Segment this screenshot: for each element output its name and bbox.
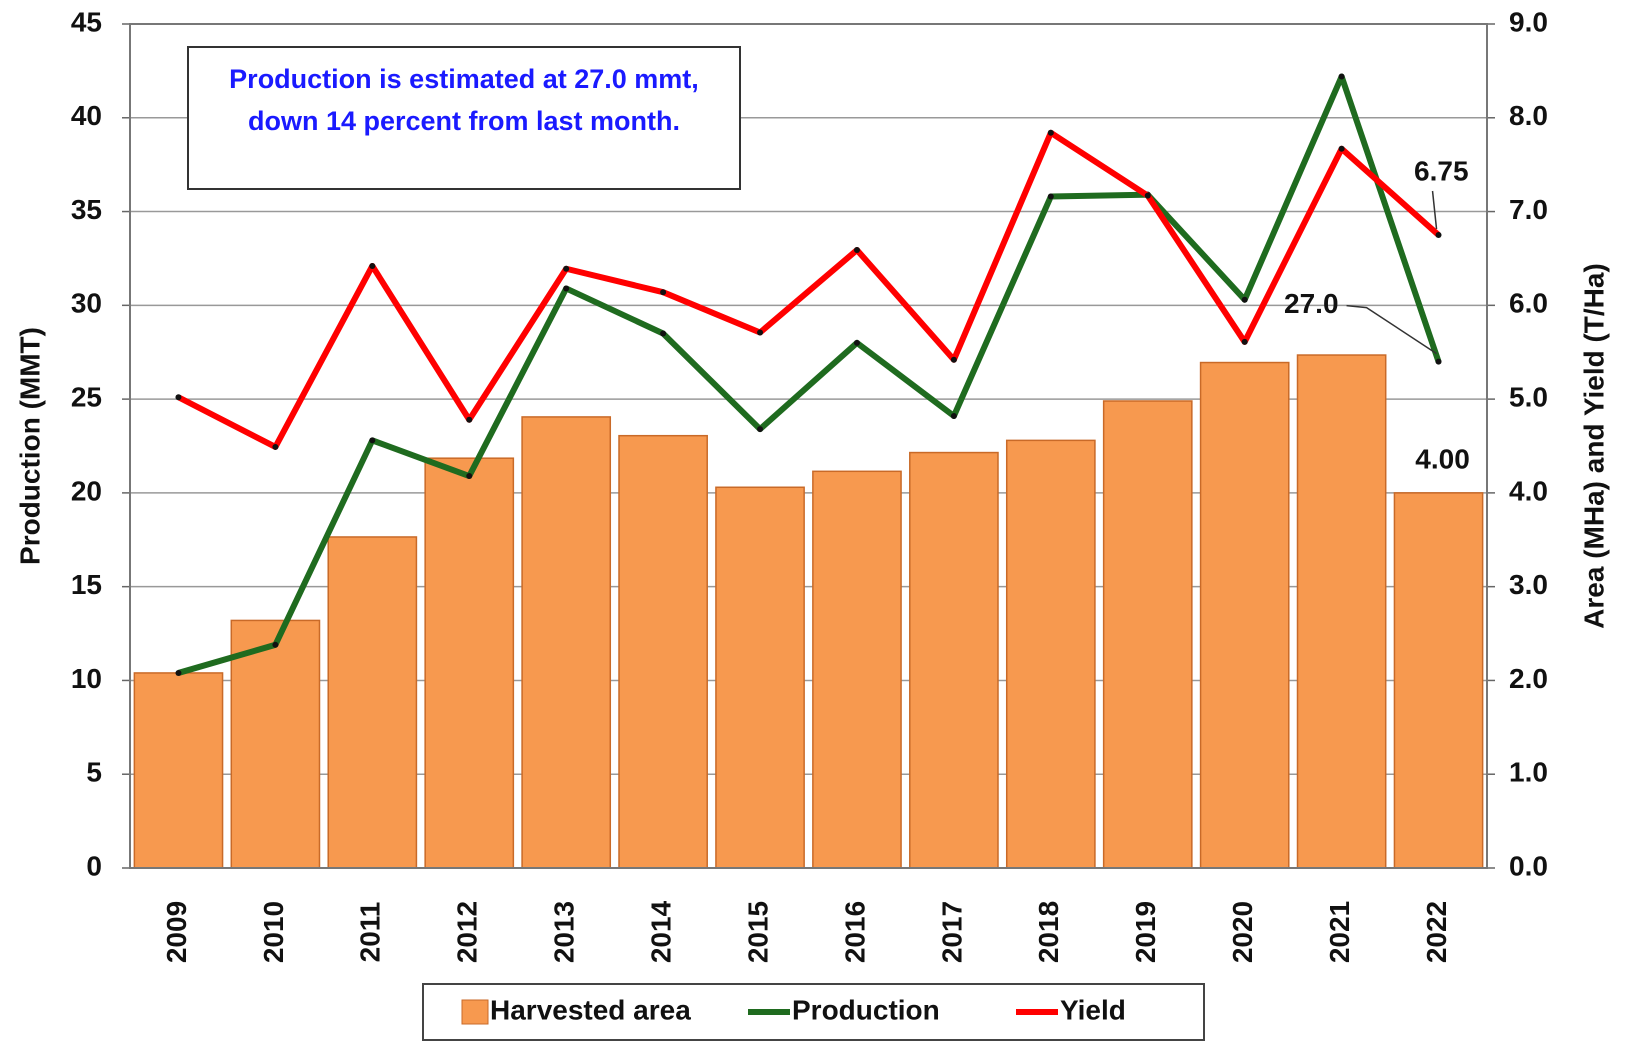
point	[272, 641, 279, 648]
line	[177, 129, 1441, 450]
y2-tick-label: 8.0	[1509, 100, 1548, 131]
point	[757, 329, 764, 336]
point	[660, 330, 667, 337]
bar	[1199, 361, 1290, 869]
point	[1435, 232, 1442, 238]
x-tick-label: 2016	[839, 901, 870, 963]
point	[1144, 192, 1151, 199]
bar	[1393, 492, 1484, 869]
y2-tick-label: 1.0	[1509, 757, 1548, 788]
y2-tick-label: 0.0	[1509, 850, 1548, 881]
x-tick-label: 2022	[1421, 901, 1452, 963]
y2-tick-label: 9.0	[1509, 6, 1548, 37]
y2-tick-label: 7.0	[1509, 194, 1548, 225]
bar	[715, 486, 805, 869]
line	[177, 73, 1442, 676]
data-label: 27.0	[1284, 288, 1339, 319]
point	[175, 669, 182, 676]
leader-line	[1346, 304, 1437, 355]
point	[1047, 193, 1054, 200]
point	[950, 356, 957, 363]
point	[950, 412, 957, 419]
annotation-box: Production is estimated at 27.0 mmt, dow…	[187, 46, 741, 190]
y-tick-label: 5	[86, 757, 102, 788]
legend: Harvested area Production Yield	[422, 983, 1205, 1041]
x-tick-label: 2013	[549, 901, 580, 963]
y-tick-label: 45	[71, 6, 102, 37]
bar	[618, 434, 708, 869]
bar	[1102, 400, 1193, 869]
legend-label: Harvested area	[490, 994, 691, 1025]
point	[1338, 145, 1345, 152]
point	[466, 416, 473, 423]
x-tick-label: 2018	[1033, 901, 1064, 963]
point	[660, 289, 667, 296]
x-tick-label: 2009	[161, 901, 192, 963]
point	[853, 339, 860, 346]
x-tick-label: 2010	[258, 901, 289, 963]
y2-tick-label: 6.0	[1509, 288, 1548, 319]
bar	[1005, 439, 1096, 869]
data-label: 4.00	[1415, 443, 1470, 474]
point	[563, 285, 570, 292]
x-tick-label: 2014	[645, 900, 676, 963]
y2-tick-label: 3.0	[1509, 569, 1548, 600]
point	[853, 247, 860, 254]
point	[1241, 338, 1248, 345]
y2-tick-label: 4.0	[1509, 475, 1548, 506]
x-tick-label: 2017	[936, 901, 967, 963]
bar	[909, 451, 999, 869]
y-tick-label: 25	[71, 382, 102, 413]
x-tick-label: 2021	[1324, 901, 1355, 963]
legend-box	[422, 983, 1205, 1041]
point	[563, 265, 570, 272]
bar	[327, 536, 418, 869]
y-tick-label: 0	[86, 850, 102, 881]
x-tick-label: 2015	[742, 901, 773, 963]
bar	[424, 457, 515, 869]
bar	[1296, 354, 1387, 869]
legend-label: Production	[792, 994, 940, 1025]
point	[757, 426, 764, 433]
point	[272, 443, 279, 450]
bar	[521, 416, 612, 869]
point	[1435, 358, 1442, 365]
point	[369, 262, 376, 269]
y2-axis-title: Area (MHa) and Yield (T/Ha)	[1578, 263, 1609, 629]
bar	[133, 672, 224, 869]
legend-label: Yield	[1060, 994, 1126, 1025]
point	[175, 394, 182, 401]
x-tick-label: 2012	[452, 901, 483, 963]
y-axis-title: Production (MMT)	[14, 327, 45, 565]
leader-line	[1431, 190, 1438, 230]
point	[1047, 129, 1054, 136]
y-tick-label: 30	[71, 288, 102, 319]
bar	[812, 470, 902, 869]
y-tick-label: 40	[71, 100, 102, 131]
data-label: 6.75	[1414, 155, 1469, 186]
bar	[230, 619, 321, 869]
point	[466, 473, 473, 480]
y-tick-label: 20	[71, 475, 102, 506]
y2-tick-label: 2.0	[1509, 663, 1548, 694]
point	[1241, 296, 1248, 303]
plot-border	[129, 23, 1488, 869]
x-tick-label: 2011	[355, 902, 386, 963]
point	[369, 437, 376, 444]
y2-tick-label: 5.0	[1509, 382, 1548, 413]
y-tick-label: 10	[71, 663, 102, 694]
y-tick-label: 35	[71, 194, 102, 225]
y-tick-label: 15	[71, 569, 102, 600]
legend-swatch	[461, 999, 489, 1025]
x-tick-label: 2020	[1227, 901, 1258, 963]
point	[1338, 73, 1345, 80]
x-tick-label: 2019	[1130, 901, 1161, 963]
